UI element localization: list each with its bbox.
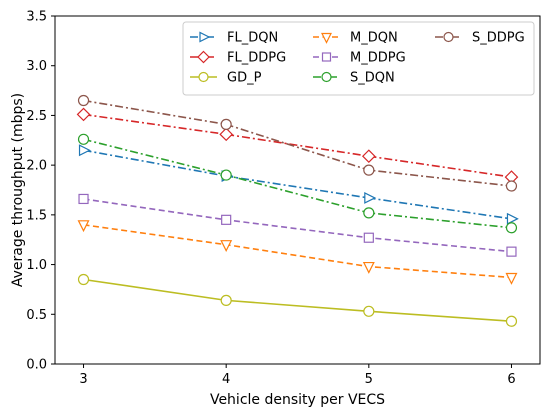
data-point-gd-p bbox=[77, 273, 90, 286]
legend-marker-m-dqn bbox=[321, 32, 332, 44]
legend: FL_DQN FL_DDPG GD_P M_DQN M_DDPG S_DQN S_DDPG bbox=[182, 21, 535, 96]
data-point-s-ddpg bbox=[363, 164, 375, 176]
data-point-s-dqn bbox=[363, 207, 375, 219]
data-point-m-dqn bbox=[505, 272, 518, 285]
series-m-ddpg bbox=[78, 193, 517, 257]
data-point-s-dqn bbox=[77, 133, 90, 145]
series-layer bbox=[76, 94, 519, 327]
legend-label-gd-p: GD_P bbox=[227, 71, 262, 86]
data-point-s-ddpg bbox=[77, 94, 90, 107]
data-point-s-dqn bbox=[505, 222, 518, 234]
legend-item-fl-ddpg: FL_DDPG bbox=[190, 51, 286, 66]
y-axis-label: Average throughput (mbps) bbox=[10, 93, 26, 287]
y-tick-label: 0.5 bbox=[26, 308, 47, 323]
series-line-fl-ddpg bbox=[83, 113, 512, 178]
data-point-gd-p bbox=[220, 294, 232, 306]
legend-label-fl-ddpg: FL_DDPG bbox=[227, 51, 286, 66]
data-point-m-ddpg bbox=[221, 214, 232, 225]
data-point-fl-ddpg bbox=[361, 149, 376, 164]
data-point-m-ddpg bbox=[363, 232, 374, 243]
data-point-s-dqn bbox=[220, 169, 232, 181]
legend-marker-fl-dqn bbox=[199, 31, 211, 43]
data-point-gd-p bbox=[363, 305, 375, 317]
y-tick-label: 0.0 bbox=[26, 358, 47, 373]
legend-item-m-dqn: M_DQN bbox=[313, 31, 398, 46]
data-point-fl-dqn bbox=[364, 191, 377, 204]
ticks-layer: 3 4 5 6 0.0 0.5 1.0 1.5 2.0 2.5 3.0 3.5 bbox=[26, 10, 515, 388]
data-point-m-dqn bbox=[220, 240, 233, 253]
legend-label-s-ddpg: S_DDPG bbox=[472, 31, 525, 46]
data-point-fl-ddpg bbox=[76, 107, 91, 122]
legend-label-m-ddpg: M_DDPG bbox=[350, 51, 406, 66]
y-tick-label: 2.0 bbox=[26, 159, 47, 174]
x-tick-label: 3 bbox=[79, 372, 87, 387]
legend-item-s-dqn: S_DQN bbox=[313, 71, 395, 86]
x-tick-label: 6 bbox=[507, 372, 515, 387]
y-tick-label: 1.0 bbox=[26, 258, 47, 273]
legend-marker-gd-p bbox=[198, 71, 209, 83]
data-point-fl-dqn bbox=[506, 212, 519, 225]
data-point-gd-p bbox=[505, 315, 518, 327]
legend-marker-s-dqn bbox=[321, 71, 332, 83]
series-fl-dqn bbox=[78, 144, 519, 225]
y-tick-label: 2.5 bbox=[26, 109, 47, 124]
y-tick-label: 3.0 bbox=[26, 59, 47, 74]
legend-item-gd-p: GD_P bbox=[190, 71, 262, 86]
legend-label-s-dqn: S_DQN bbox=[350, 71, 395, 86]
legend-marker-s-ddpg bbox=[443, 31, 454, 43]
data-point-fl-ddpg bbox=[219, 127, 234, 142]
series-gd-p bbox=[77, 273, 518, 327]
legend-marker-fl-ddpg bbox=[197, 50, 210, 64]
x-tick-label: 5 bbox=[365, 372, 373, 387]
y-tick-label: 3.5 bbox=[26, 10, 47, 25]
data-point-s-ddpg bbox=[220, 118, 232, 130]
series-s-dqn bbox=[77, 133, 518, 234]
series-line-fl-dqn bbox=[83, 149, 512, 220]
series-line-s-ddpg bbox=[83, 99, 512, 187]
data-point-m-dqn bbox=[362, 261, 375, 274]
series-m-dqn bbox=[77, 220, 518, 285]
data-point-m-ddpg bbox=[78, 193, 89, 205]
legend-marker-m-ddpg bbox=[321, 52, 332, 62]
x-tick-label: 4 bbox=[222, 372, 230, 387]
series-line-s-dqn bbox=[83, 138, 512, 229]
x-axis-label: Vehicle density per VECS bbox=[210, 392, 385, 408]
legend-label-m-dqn: M_DQN bbox=[350, 31, 398, 46]
series-line-gd-p bbox=[83, 278, 512, 323]
data-point-m-dqn bbox=[77, 220, 90, 233]
series-s-ddpg bbox=[77, 94, 518, 192]
series-line-m-dqn bbox=[83, 224, 512, 279]
series-line-m-ddpg bbox=[83, 198, 512, 253]
plot-frame bbox=[54, 15, 541, 365]
y-tick-label: 1.5 bbox=[26, 208, 47, 223]
data-point-m-ddpg bbox=[506, 246, 517, 257]
data-point-fl-dqn bbox=[78, 144, 91, 157]
plot-area bbox=[54, 15, 541, 365]
legend-label-fl-dqn: FL_DQN bbox=[227, 31, 278, 46]
series-fl-ddpg bbox=[76, 107, 519, 184]
legend-item-s-ddpg: S_DDPG bbox=[435, 31, 525, 46]
data-point-s-ddpg bbox=[505, 180, 518, 192]
legend-item-fl-dqn: FL_DQN bbox=[190, 31, 278, 46]
legend-item-m-ddpg: M_DDPG bbox=[313, 51, 406, 66]
